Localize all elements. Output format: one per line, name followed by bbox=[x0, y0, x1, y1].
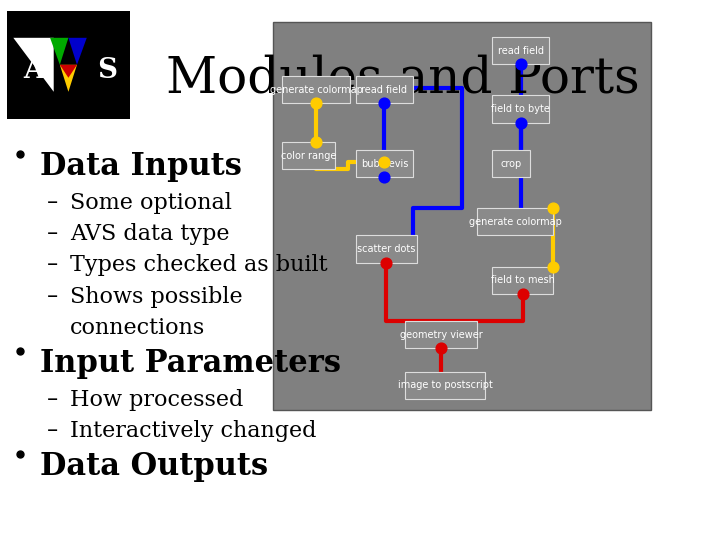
Text: read field: read field bbox=[498, 46, 544, 56]
Text: Some optional: Some optional bbox=[70, 192, 232, 214]
Text: image to postscript: image to postscript bbox=[397, 380, 492, 390]
Text: A: A bbox=[23, 57, 45, 84]
Point bbox=[379, 173, 390, 181]
Text: –: – bbox=[47, 389, 58, 409]
FancyBboxPatch shape bbox=[492, 37, 549, 64]
FancyBboxPatch shape bbox=[405, 372, 485, 399]
Text: Data Inputs: Data Inputs bbox=[40, 151, 242, 182]
Point bbox=[310, 99, 322, 107]
Text: –: – bbox=[47, 420, 58, 440]
Text: Modules and Ports: Modules and Ports bbox=[166, 54, 640, 104]
FancyBboxPatch shape bbox=[356, 150, 413, 177]
Text: –: – bbox=[47, 223, 58, 243]
Point bbox=[547, 262, 559, 271]
FancyBboxPatch shape bbox=[492, 96, 549, 123]
Point bbox=[436, 344, 447, 353]
Text: generate colormap: generate colormap bbox=[270, 85, 363, 94]
Text: scatter dots: scatter dots bbox=[357, 244, 415, 254]
FancyBboxPatch shape bbox=[282, 142, 335, 170]
Text: read field: read field bbox=[361, 85, 408, 94]
FancyBboxPatch shape bbox=[492, 150, 530, 177]
Point bbox=[379, 157, 390, 166]
Point bbox=[310, 138, 322, 146]
FancyBboxPatch shape bbox=[273, 22, 652, 410]
FancyBboxPatch shape bbox=[356, 235, 417, 262]
Polygon shape bbox=[68, 38, 87, 65]
Point bbox=[515, 60, 526, 69]
Text: Shows possible: Shows possible bbox=[70, 286, 243, 308]
Text: field to mesh: field to mesh bbox=[491, 275, 554, 285]
Text: field to byte: field to byte bbox=[491, 104, 550, 114]
Polygon shape bbox=[60, 65, 77, 92]
Text: crop: crop bbox=[500, 159, 522, 168]
FancyBboxPatch shape bbox=[356, 76, 413, 103]
Text: bubblevis: bubblevis bbox=[361, 159, 408, 168]
Point bbox=[379, 99, 390, 107]
Text: Interactively changed: Interactively changed bbox=[70, 420, 316, 442]
Text: AVS data type: AVS data type bbox=[70, 223, 229, 245]
Point bbox=[547, 204, 559, 213]
Point bbox=[380, 258, 392, 267]
Text: Input Parameters: Input Parameters bbox=[40, 348, 341, 379]
FancyBboxPatch shape bbox=[282, 76, 350, 103]
Text: –: – bbox=[47, 192, 58, 212]
Text: S: S bbox=[98, 57, 117, 84]
Text: Types checked as built: Types checked as built bbox=[70, 254, 328, 276]
Point bbox=[515, 118, 526, 127]
Polygon shape bbox=[60, 65, 77, 78]
FancyBboxPatch shape bbox=[477, 208, 553, 235]
Text: How processed: How processed bbox=[70, 389, 243, 411]
Text: –: – bbox=[47, 286, 58, 306]
Text: connections: connections bbox=[70, 317, 205, 339]
Text: Data Outputs: Data Outputs bbox=[40, 451, 268, 482]
Text: color range: color range bbox=[281, 151, 336, 161]
Polygon shape bbox=[14, 38, 54, 92]
Text: generate colormap: generate colormap bbox=[469, 217, 562, 227]
Polygon shape bbox=[50, 38, 68, 65]
FancyBboxPatch shape bbox=[492, 267, 553, 294]
Text: geometry viewer: geometry viewer bbox=[400, 329, 482, 340]
FancyBboxPatch shape bbox=[7, 11, 130, 119]
Text: –: – bbox=[47, 254, 58, 274]
Point bbox=[517, 289, 528, 298]
FancyBboxPatch shape bbox=[405, 321, 477, 348]
